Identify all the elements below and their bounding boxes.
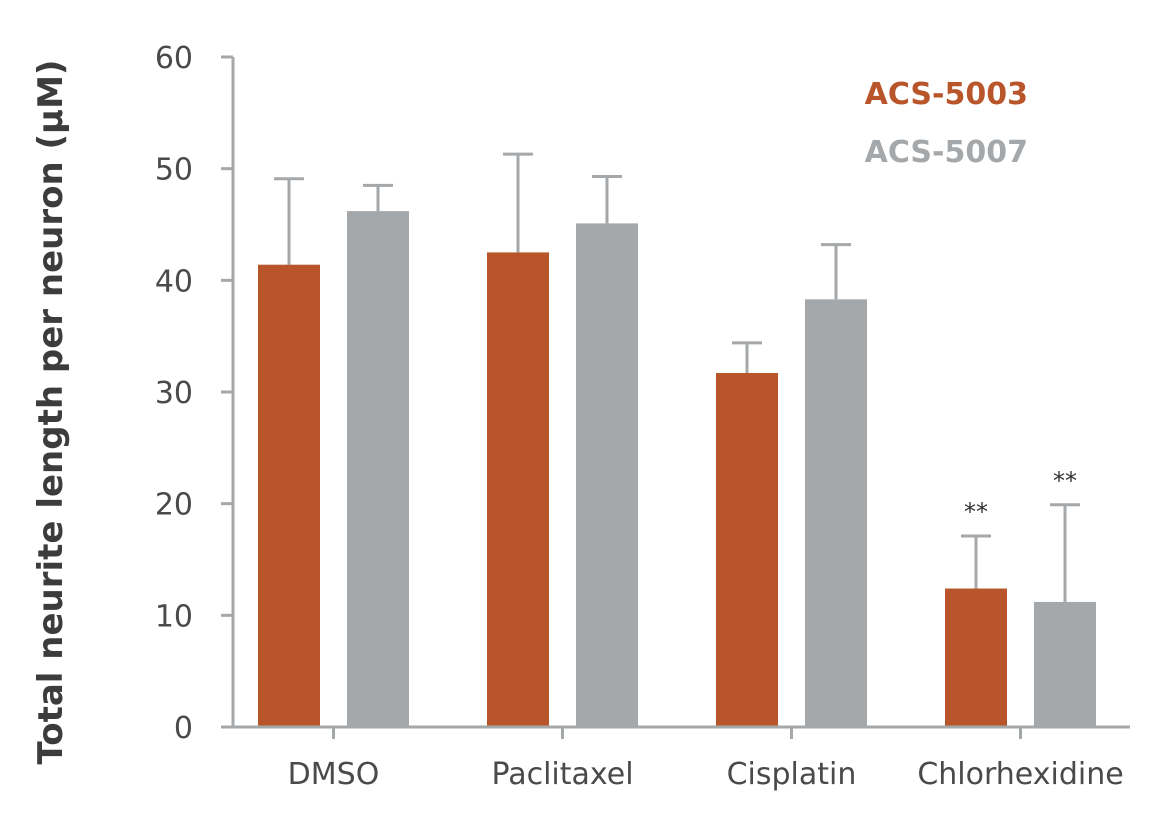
legend-entry-series-1: ACS-5003 [865, 77, 1028, 112]
y-axis-title: Total neurite length per neuron (μM) [31, 60, 71, 765]
y-tick-label-60: 60 [155, 41, 193, 76]
bar-chlorhexidine-series-1 [945, 588, 1007, 727]
y-tick-label-20: 20 [155, 488, 193, 523]
significance-chlorhexidine-series-2: ** [1053, 467, 1077, 495]
x-tick-label-dmso: DMSO [288, 757, 380, 792]
bar-paclitaxel-series-2 [576, 223, 638, 727]
y-tick-label-50: 50 [155, 153, 193, 188]
x-tick-label-chlorhexidine: Chlorhexidine [917, 757, 1123, 792]
y-tick-label-10: 10 [155, 599, 193, 634]
bar-cisplatin-series-2 [805, 299, 867, 727]
bar-cisplatin-series-1 [716, 373, 778, 727]
y-tick-label-30: 30 [155, 376, 193, 411]
x-tick-label-paclitaxel: Paclitaxel [491, 757, 633, 792]
y-tick-label-0: 0 [174, 711, 193, 746]
bar-dmso-series-2 [347, 211, 409, 728]
bar-dmso-series-1 [258, 264, 320, 727]
legend-entry-series-2: ACS-5007 [865, 135, 1028, 170]
bar-chlorhexidine-series-2 [1034, 601, 1096, 727]
significance-chlorhexidine-series-1: ** [964, 498, 988, 526]
x-tick-label-cisplatin: Cisplatin [727, 757, 857, 792]
y-tick-label-40: 40 [155, 264, 193, 299]
bar-paclitaxel-series-1 [487, 252, 549, 727]
